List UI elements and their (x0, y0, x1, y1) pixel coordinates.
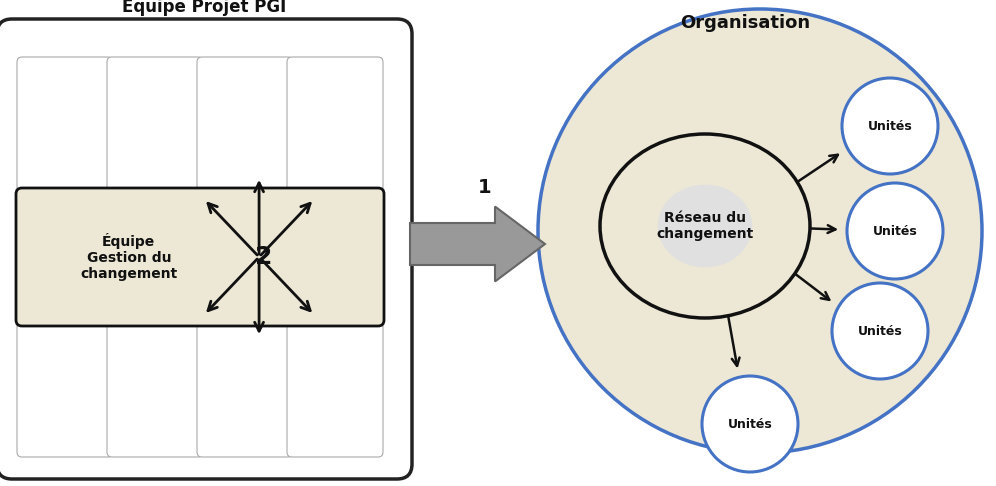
FancyBboxPatch shape (287, 189, 383, 325)
Circle shape (842, 78, 938, 174)
FancyBboxPatch shape (287, 57, 383, 193)
FancyArrow shape (410, 207, 545, 281)
Ellipse shape (657, 185, 752, 267)
FancyBboxPatch shape (17, 321, 113, 457)
FancyBboxPatch shape (197, 321, 293, 457)
Text: Unités: Unités (868, 120, 912, 133)
FancyBboxPatch shape (107, 57, 203, 193)
Text: Unités: Unités (872, 225, 917, 238)
FancyBboxPatch shape (17, 57, 113, 193)
Text: Unités: Unités (858, 325, 902, 337)
Circle shape (847, 183, 943, 279)
Text: Organisation: Organisation (680, 14, 810, 32)
FancyBboxPatch shape (287, 321, 383, 457)
Text: 2: 2 (255, 245, 273, 269)
Text: Réseau du
changement: Réseau du changement (656, 211, 754, 241)
Text: Equipe Projet PGI: Equipe Projet PGI (123, 0, 287, 16)
Circle shape (832, 283, 928, 379)
FancyBboxPatch shape (197, 57, 293, 193)
FancyBboxPatch shape (107, 321, 203, 457)
FancyBboxPatch shape (0, 19, 412, 479)
FancyBboxPatch shape (17, 189, 113, 325)
Text: Unités: Unités (728, 417, 772, 431)
Ellipse shape (538, 9, 982, 453)
FancyBboxPatch shape (16, 188, 384, 326)
FancyBboxPatch shape (107, 189, 203, 325)
Circle shape (702, 376, 798, 472)
FancyBboxPatch shape (197, 189, 293, 325)
Text: 1: 1 (477, 178, 491, 197)
Text: Équipe
Gestion du
changement: Équipe Gestion du changement (80, 233, 177, 281)
